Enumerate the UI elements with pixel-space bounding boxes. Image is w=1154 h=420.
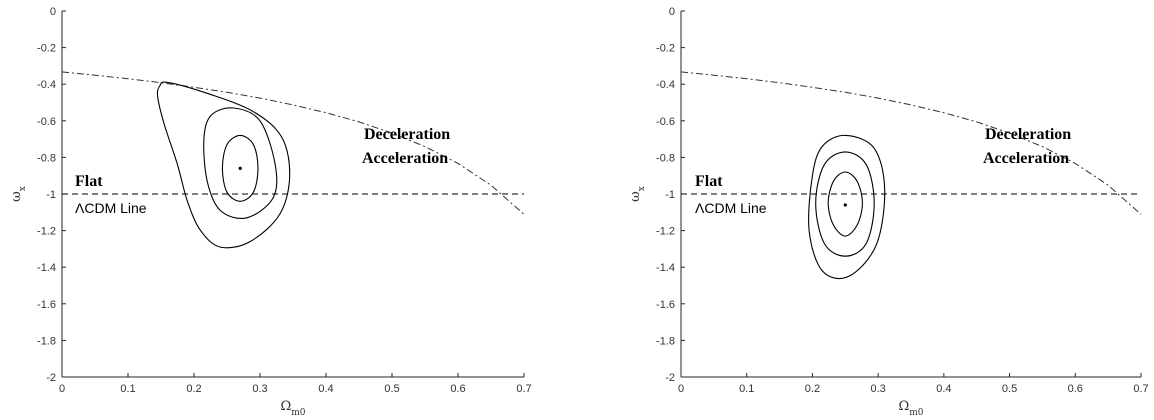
x-tick-label: 0.2: [186, 383, 201, 395]
x-tick-label: 0.6: [1068, 383, 1083, 395]
x-tick-label: 0.3: [252, 383, 267, 395]
flat-label: Flat: [695, 173, 723, 190]
flat-label: Flat: [75, 173, 103, 190]
confidence-contour-2: [815, 151, 875, 257]
y-tick-label: -0.2: [37, 43, 56, 55]
acceleration-label: Acceleration: [983, 150, 1069, 167]
x-tick-label: 0.3: [870, 383, 885, 395]
x-tick-label: 0.1: [120, 383, 135, 395]
x-axis-label: Ωm0: [280, 399, 305, 418]
y-tick-label: -0.4: [656, 79, 675, 91]
deceleration-label: Deceleration: [985, 126, 1071, 143]
x-tick-label: 0.6: [450, 383, 465, 395]
x-axis-label-sub: m0: [909, 408, 924, 418]
y-tick-label: -2: [46, 372, 56, 384]
transition-curve: [61, 71, 525, 215]
y-tick-label: -1: [46, 189, 56, 201]
x-axis-label: Ωm0: [898, 399, 923, 418]
x-tick-label: 0.4: [318, 383, 333, 395]
y-tick-label: -1.6: [37, 299, 56, 311]
x-tick-label: 0.2: [805, 383, 820, 395]
confidence-contour-1: [221, 134, 259, 202]
x-tick-label: 0.7: [516, 383, 531, 395]
y-tick-label: 0: [669, 6, 675, 18]
y-tick-label: -2: [665, 372, 675, 384]
x-tick-label: 0: [59, 383, 65, 395]
y-axis-label-sub: x: [637, 186, 647, 191]
y-tick-label: -1.2: [37, 226, 56, 238]
x-axis-label-sub: m0: [291, 408, 306, 418]
y-tick-label: 0: [50, 6, 56, 18]
best-fit-point: [843, 203, 847, 207]
y-tick-label: -1.8: [656, 335, 675, 347]
y-tick-label: -1.8: [37, 335, 56, 347]
y-tick-label: -1.6: [656, 299, 675, 311]
x-axis-label-main: Ω: [280, 399, 291, 414]
y-tick-label: -1.2: [656, 226, 675, 238]
x-tick-label: 0: [678, 383, 684, 395]
y-tick-label: -1.4: [656, 262, 675, 274]
confidence-contour-1: [827, 171, 863, 237]
y-axis-label-main: ω: [628, 191, 643, 202]
deceleration-label: Deceleration: [364, 126, 450, 143]
y-tick-label: -0.6: [656, 116, 675, 128]
y-tick-label: -0.8: [37, 152, 56, 164]
y-axis-label-main: ω: [9, 191, 24, 202]
lcdm-line-label: ΛCDM Line: [695, 200, 767, 216]
x-axis-label-main: Ω: [898, 399, 909, 414]
x-tick-label: 0.5: [384, 383, 399, 395]
y-tick-label: -0.4: [37, 79, 56, 91]
y-axis-label: ωx: [628, 186, 647, 202]
x-tick-label: 0.4: [936, 383, 951, 395]
x-tick-label: 0.1: [739, 383, 754, 395]
confidence-contour-2: [203, 107, 278, 219]
y-tick-label: -1: [665, 189, 675, 201]
chart-panel-1: 0 0.1 0.2 0.3 0.4 0.5 0.6 0.7 0 -0.2 -0.4 -0.6 -0.8 -…: [9, 6, 532, 418]
confidence-contour-3: [808, 134, 886, 280]
y-tick-label: -0.2: [656, 43, 675, 55]
x-tick-label: 0.5: [1002, 383, 1017, 395]
y-axis-label: ωx: [9, 186, 28, 202]
y-tick-label: -0.6: [37, 116, 56, 128]
y-tick-label: -0.8: [656, 152, 675, 164]
x-tick-label: 0.7: [1133, 383, 1148, 395]
y-tick-label: -1.4: [37, 262, 56, 274]
best-fit-point: [238, 166, 242, 170]
confidence-contour-3: [156, 81, 291, 249]
transition-curve: [680, 71, 1142, 215]
chart-panel-2: 0 0.1 0.2 0.3 0.4 0.5 0.6 0.7 0 -0.2 -0.4 -0.6 -0.8 -…: [628, 6, 1149, 418]
acceleration-label: Acceleration: [362, 150, 448, 167]
lcdm-line-label: ΛCDM Line: [75, 200, 147, 216]
y-axis-label-sub: x: [18, 186, 28, 191]
